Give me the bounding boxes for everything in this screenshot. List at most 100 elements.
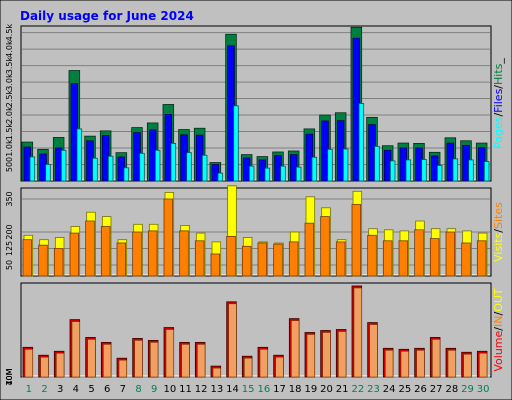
bar-volume-inner-day-2 xyxy=(40,356,49,378)
bar-sites-day-20 xyxy=(320,216,330,277)
x-tick-label-day-17: 17 xyxy=(273,384,286,395)
x-tick-label-day-12: 12 xyxy=(195,384,208,395)
bar-sites-day-9 xyxy=(147,230,158,277)
x-tick-label-day-29: 29 xyxy=(461,384,474,395)
bar-pages-day-22 xyxy=(358,103,365,182)
bar-pages-day-5 xyxy=(92,157,98,182)
bar-pages-day-30 xyxy=(483,161,490,182)
bar-volume-inner-day-13 xyxy=(212,367,221,378)
x-tick-label-day-15: 15 xyxy=(242,384,255,395)
bar-sites-day-22 xyxy=(351,204,362,277)
x-tick-label-day-3: 3 xyxy=(57,384,63,395)
bar-sites-day-13 xyxy=(210,253,221,277)
y-tick-label: 70M xyxy=(5,368,14,385)
bar-sites-day-19 xyxy=(304,222,315,277)
bar-pages-day-4 xyxy=(76,128,83,182)
side-label-word: Sites xyxy=(492,202,505,229)
bar-sites-day-18 xyxy=(288,241,299,277)
side-label-word: / xyxy=(492,229,505,233)
bar-volume-inner-day-24 xyxy=(385,350,394,378)
bar-pages-day-19 xyxy=(311,156,318,182)
x-tick-label-day-14: 14 xyxy=(226,384,239,395)
bar-volume-inner-day-9 xyxy=(150,342,159,378)
bar-volume-inner-day-19 xyxy=(306,334,315,378)
bar-pages-day-9 xyxy=(154,149,161,182)
x-tick-label-day-27: 27 xyxy=(430,384,443,395)
bar-sites-day-25 xyxy=(398,240,409,277)
x-tick-label-day-18: 18 xyxy=(289,384,302,395)
bar-pages-day-7 xyxy=(123,167,130,182)
bar-pages-day-14 xyxy=(233,105,239,182)
bar-pages-day-16 xyxy=(264,167,271,182)
plot-area-3 xyxy=(20,282,492,378)
side-label-word: / xyxy=(492,312,505,316)
bar-volume-inner-day-23 xyxy=(369,324,378,378)
bar-pages-day-12 xyxy=(201,154,208,182)
bar-volume-inner-day-18 xyxy=(291,320,300,378)
x-tick-label-day-13: 13 xyxy=(210,384,223,395)
y-tick-label: 1.0k xyxy=(5,139,14,157)
side-axis-label: Visits/Sites xyxy=(492,202,505,262)
bar-pages-day-6 xyxy=(107,155,114,182)
y-tick-label: 50 xyxy=(5,260,14,270)
side-label-word: Hits xyxy=(492,63,505,85)
bar-pages-day-1 xyxy=(29,156,36,182)
x-tick-label-day-16: 16 xyxy=(257,384,270,395)
bar-sites-day-8 xyxy=(132,231,142,277)
x-tick-label-day-23: 23 xyxy=(367,384,380,395)
side-label-word: IN xyxy=(492,316,505,327)
bar-volume-inner-day-7 xyxy=(118,359,127,378)
bar-sites-day-1 xyxy=(22,239,33,277)
plot-area-1 xyxy=(20,25,492,182)
bar-volume-inner-day-4 xyxy=(71,321,80,378)
bar-sites-day-10 xyxy=(163,198,174,277)
side-label-word: Files xyxy=(492,88,505,112)
bar-sites-day-27 xyxy=(429,238,440,277)
bar-volume-inner-day-3 xyxy=(56,352,65,378)
x-tick-label-day-24: 24 xyxy=(383,384,396,395)
y-tick-label: 500 xyxy=(5,157,14,172)
side-label-word: / xyxy=(492,85,505,89)
bar-pages-day-2 xyxy=(45,164,51,182)
bar-pages-day-20 xyxy=(327,148,333,182)
bar-pages-day-28 xyxy=(452,158,459,182)
x-tick-label-day-25: 25 xyxy=(398,384,411,395)
side-axis-label: Volume/IN/OUT xyxy=(492,288,505,372)
bar-sites-day-6 xyxy=(100,226,111,277)
y-tick-label: 200 xyxy=(5,224,14,239)
side-label-word: / xyxy=(492,327,505,331)
bar-sites-day-4 xyxy=(69,232,80,277)
x-tick-label-day-28: 28 xyxy=(445,384,458,395)
side-label-word: Pages xyxy=(492,116,505,149)
x-tick-label-day-8: 8 xyxy=(135,384,141,395)
side-label-word: / xyxy=(492,113,505,117)
x-tick-label-day-19: 19 xyxy=(304,384,317,395)
bar-pages-day-11 xyxy=(186,152,192,182)
bar-volume-inner-day-15 xyxy=(244,357,253,378)
y-tick-label: 1.5k xyxy=(5,122,14,140)
side-label-word: _ xyxy=(492,58,505,65)
bar-volume-inner-day-5 xyxy=(87,339,96,378)
bar-pages-day-17 xyxy=(280,165,286,182)
bar-sites-day-24 xyxy=(382,240,393,277)
bar-sites-day-15 xyxy=(241,245,252,277)
bar-volume-inner-day-11 xyxy=(181,344,190,378)
bar-sites-day-2 xyxy=(38,244,48,277)
bar-sites-day-30 xyxy=(476,240,487,277)
y-tick-label: 2.5k xyxy=(5,90,14,108)
y-tick-label: 3.5k xyxy=(5,57,14,75)
bar-sites-day-12 xyxy=(194,240,205,277)
y-tick-label: 350 xyxy=(5,191,14,206)
y-tick-label: 3.0k xyxy=(5,73,14,91)
bar-volume-inner-day-20 xyxy=(322,332,331,378)
bar-volume-inner-day-29 xyxy=(463,353,472,378)
bar-sites-day-26 xyxy=(414,229,424,277)
bar-volume-inner-day-17 xyxy=(275,356,284,378)
y-tick-label: 10M xyxy=(5,368,14,385)
y-tick-label: 4.0k xyxy=(5,40,14,58)
bar-volume-inner-day-28 xyxy=(447,350,456,378)
x-tick-label-day-10: 10 xyxy=(163,384,176,395)
bar-pages-day-8 xyxy=(139,152,145,182)
y-tick-label: 40M xyxy=(5,368,14,385)
